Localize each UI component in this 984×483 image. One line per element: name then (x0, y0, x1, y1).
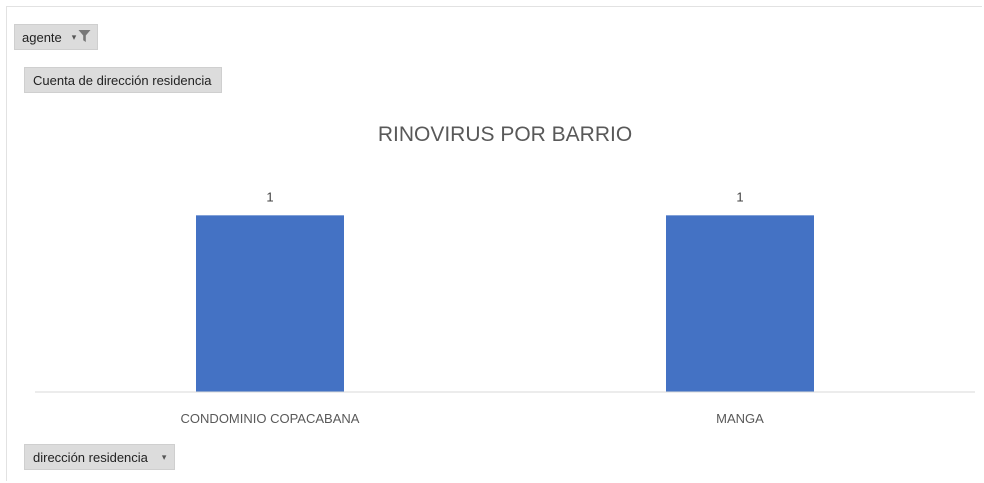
category-label-0: CONDOMINIO COPACABANA (181, 411, 360, 426)
category-label-1: MANGA (716, 411, 764, 426)
bars-group: 1 CONDOMINIO COPACABANA 1 MANGA (181, 189, 814, 426)
dropdown-arrow-icon: ▾ (71, 31, 77, 42)
dropdown-arrow-icon: ▾ (161, 451, 167, 462)
bar-0 (196, 215, 344, 392)
value-field-label: Cuenta de dirección residencia (33, 72, 212, 88)
chart-frame (6, 6, 982, 481)
axis-field-label: dirección residencia (33, 449, 148, 465)
agente-filter-button[interactable]: agente ▾ (14, 24, 99, 50)
axis-field-button[interactable]: dirección residencia ▾ (24, 444, 176, 470)
data-label-0: 1 (266, 189, 273, 204)
filter-field-label: agente (22, 29, 62, 45)
value-field-button[interactable]: Cuenta de dirección residencia (24, 67, 222, 93)
data-label-1: 1 (736, 189, 743, 204)
bar-1 (666, 215, 814, 392)
filter-funnel-icon (78, 29, 91, 46)
chart-title: RINOVIRUS POR BARRIO (378, 123, 632, 146)
